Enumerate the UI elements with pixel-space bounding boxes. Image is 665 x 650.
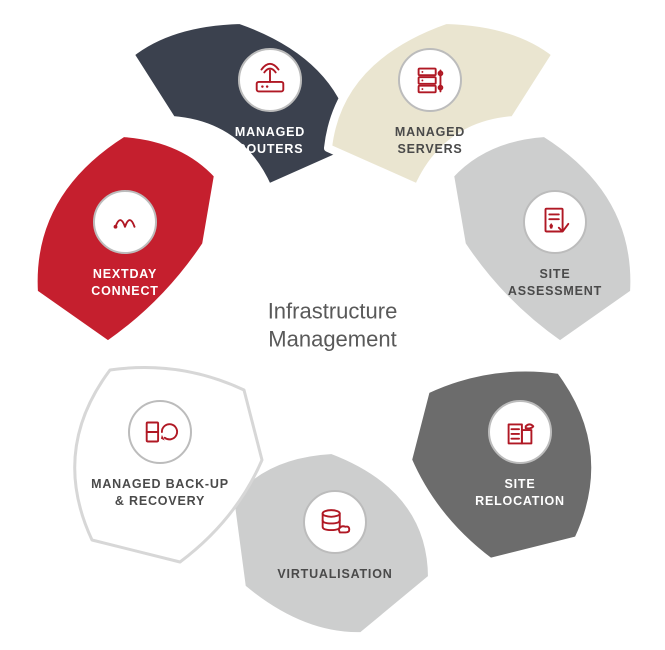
center-title: Infrastructure Management xyxy=(268,298,398,353)
center-line2: Management xyxy=(268,325,398,353)
infographic-stage: Infrastructure Management MANAGED ROUTER… xyxy=(0,0,665,650)
center-line1: Infrastructure xyxy=(268,298,398,326)
